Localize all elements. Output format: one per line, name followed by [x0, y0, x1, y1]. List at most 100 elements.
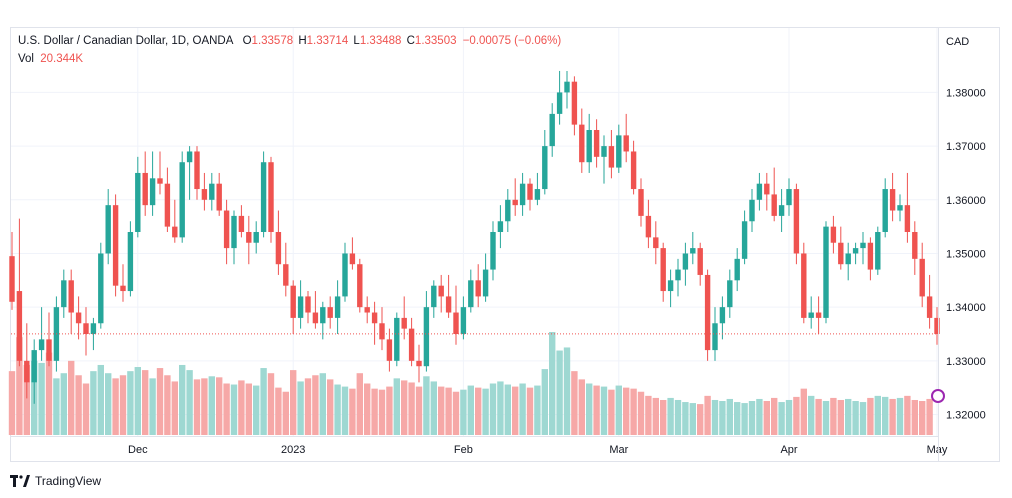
volume-bar [741, 403, 748, 435]
candle-body [61, 280, 67, 308]
volume-bar [660, 399, 667, 435]
candle-body [889, 189, 896, 211]
volume-bar [911, 399, 918, 435]
volume-bar [763, 401, 770, 435]
candle-body [616, 135, 622, 168]
volume-bar [652, 397, 659, 435]
volume-bar [667, 397, 674, 435]
candle-body [704, 274, 711, 351]
candle-body [801, 253, 807, 318]
candle-body [349, 253, 356, 265]
volume-bar [689, 403, 696, 435]
volume-bar [519, 383, 526, 435]
y-tick-label: 1.35000 [946, 248, 986, 260]
volume-bar [452, 391, 460, 435]
candle-body [364, 307, 370, 313]
volume-bar [164, 375, 171, 435]
volume-bar [208, 376, 215, 435]
candle-body [549, 113, 555, 147]
volume-bar [467, 385, 474, 435]
x-tick-label: Apr [780, 444, 797, 456]
candle-body [260, 162, 267, 232]
candle-body [431, 285, 437, 308]
volume-bar [82, 383, 90, 435]
candle-body [68, 280, 74, 313]
tradingview-logo-icon[interactable] [10, 475, 30, 487]
candle-body [394, 317, 400, 361]
volume-label[interactable]: Vol [18, 53, 34, 65]
candle-body [808, 312, 814, 318]
candle-body [290, 285, 296, 318]
volume-bar [127, 371, 134, 435]
volume-bar [726, 398, 733, 435]
candle-body [764, 183, 770, 195]
candle-body [231, 215, 237, 249]
candle-body [749, 199, 755, 222]
candle-body [645, 215, 652, 238]
candle-body [157, 178, 163, 184]
volume-bar [312, 375, 319, 435]
candle-body [334, 296, 341, 318]
volume-bar [349, 388, 356, 435]
volume-bar [785, 399, 793, 435]
candle-body [371, 312, 378, 324]
volume-bar [267, 373, 275, 435]
x-tick-label: Mar [609, 444, 628, 456]
candle-body [379, 323, 385, 340]
volume-bar [60, 373, 67, 435]
candle-body [438, 285, 444, 297]
volume-bar [186, 370, 193, 435]
volume-bar [304, 378, 312, 435]
volume-bar [179, 364, 186, 435]
symbol-title[interactable]: U.S. Dollar / Canadian Dollar, 1D, OANDA [18, 35, 234, 47]
volume-bar [919, 401, 926, 435]
candle-body [667, 280, 674, 292]
volume-bar [756, 398, 763, 435]
volume-bar [334, 384, 341, 435]
candle-body [164, 183, 171, 227]
candle-body [630, 151, 637, 190]
volume-bar [75, 375, 82, 435]
close-value: 1.33503 [414, 35, 457, 47]
event-marker-icon[interactable] [931, 389, 945, 403]
candle-body [468, 280, 474, 308]
volume-bar [378, 389, 386, 435]
candle-body [238, 215, 245, 232]
candle-body [460, 307, 467, 334]
candle-body [926, 296, 933, 318]
volume-bar [16, 337, 23, 435]
candle-body [830, 226, 837, 243]
candle-body [283, 264, 289, 286]
candle-body [497, 221, 504, 232]
volume-bar [593, 385, 600, 435]
x-tick-label: May [927, 444, 948, 456]
candle-body [408, 328, 415, 361]
brand-name[interactable]: TradingView [35, 474, 102, 488]
candle-body [823, 226, 829, 318]
volume-bar [867, 397, 874, 435]
volume-bar [119, 375, 127, 435]
volume-bar [105, 373, 112, 435]
candle-body [934, 317, 940, 334]
close-label: C [406, 35, 415, 47]
candle-body [253, 232, 259, 243]
volume-bar [512, 386, 519, 435]
volume-bar [534, 385, 541, 435]
high-label: H [298, 35, 307, 47]
candle-body [556, 92, 563, 114]
legend-ohlc: U.S. Dollar / Canadian Dollar, 1D, OANDA… [18, 35, 561, 47]
y-tick-label: 1.37000 [946, 141, 986, 153]
volume-bar [926, 398, 933, 435]
volume-bar [23, 364, 30, 435]
volume-bar [822, 401, 830, 435]
high-value: 1.33714 [306, 35, 349, 47]
candle-body [105, 205, 111, 254]
candle-body [246, 232, 252, 243]
volume-bar [904, 395, 911, 435]
candle-body [475, 280, 481, 297]
volume-bar [808, 395, 815, 435]
volume-bar [734, 402, 741, 435]
volume-bar [201, 378, 208, 435]
candles [9, 70, 940, 404]
